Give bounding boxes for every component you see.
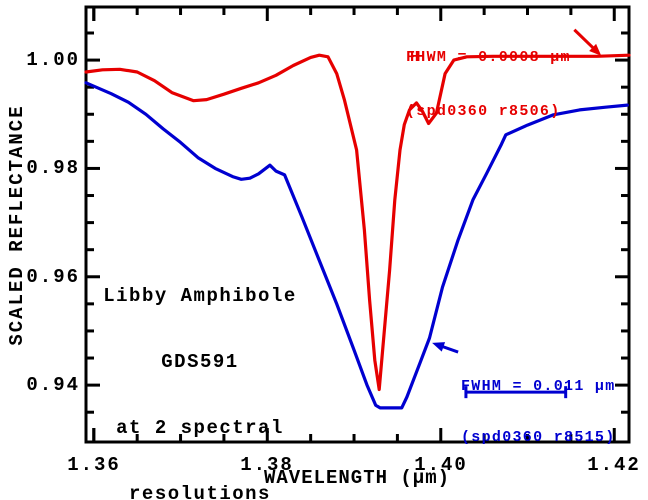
blue-series-label-line1: FWHM = 0.011 μm [461,378,616,395]
x-tick-label-1.40: 1.40 [414,454,468,476]
blue-spectrum-curve [84,81,629,410]
sample-annotation-line3: at 2 spectral [116,417,284,439]
red-spectrum-curve [84,53,631,392]
blue-series-label: FWHM = 0.011 μm (spd0360 r8515) [461,344,616,480]
sample-annotation: Libby Amphibole GDS591 at 2 spectral res… [84,241,316,500]
x-axis-title: WAVELENGTH (μm) [263,467,451,489]
y-tick-label-0.98: 0.98 [26,157,80,179]
y-tick-label-0.96: 0.96 [26,266,80,288]
y-axis-title: SCALED REFLECTANCE [6,104,28,346]
blue-series-label-line2: (spd0360 r8515) [461,429,616,446]
sample-annotation-line2: GDS591 [161,351,239,373]
red-series-label-line2: (spd0360 r8506) [406,103,561,120]
sample-annotation-line1: Libby Amphibole [103,285,297,307]
x-tick-label-1.38: 1.38 [240,454,294,476]
y-tick-label-0.94: 0.94 [26,374,80,396]
sample-annotation-line4: resolutions [129,483,271,500]
red-series-label-line1: FHWM = 0.0008 μm [406,49,571,66]
axis-box [84,5,631,444]
h-band-marker: H [410,49,420,66]
red-series-label: FHWM = 0.0008 μm (spd0360 r8506) [406,13,571,157]
blue-annotation-arrow-head [432,342,446,352]
red-annotation-arrow-head [589,43,602,56]
x-tick-label-1.36: 1.36 [67,454,121,476]
y-tick-label-1.00: 1.00 [26,49,80,71]
x-tick-label-1.42: 1.42 [587,454,641,476]
